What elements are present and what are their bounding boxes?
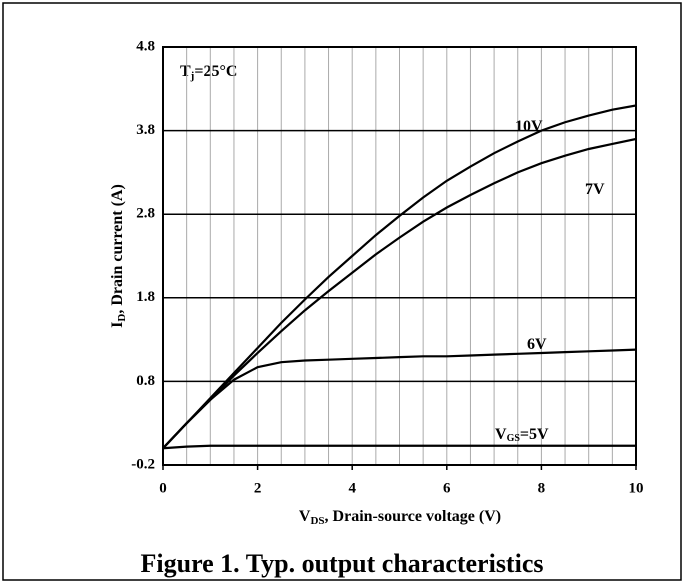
annotation-sub: j <box>190 70 195 82</box>
plot-border <box>162 46 637 466</box>
series-line <box>162 444 636 450</box>
x-tick-label: 8 <box>538 480 546 496</box>
chart-title: Figure 1. Typ. output characteristics <box>141 549 544 578</box>
series-name-sub: GS <box>507 433 521 444</box>
y-label-main: I <box>109 322 126 328</box>
x-tick-label: 6 <box>443 480 451 496</box>
x-tick-label: 2 <box>254 480 262 496</box>
series-name-suffix: =5V <box>520 426 549 443</box>
y-axis-label: ID, Drain current (A) <box>109 184 128 328</box>
series-name: 7V <box>585 181 605 198</box>
x-label-rest: , Drain-source voltage (V) <box>325 508 502 525</box>
series-name: 10V <box>515 118 543 135</box>
y-tick-label: 1.8 <box>136 289 155 305</box>
y-label-sub: D <box>116 314 128 322</box>
y-tick-label: -0.2 <box>131 456 155 472</box>
y-tick-label: 0.8 <box>136 373 155 389</box>
series-name: 6V <box>527 336 547 353</box>
series-label: 7V <box>585 181 605 198</box>
annotation-main: T <box>180 63 191 80</box>
y-tick-label: 4.8 <box>136 38 155 54</box>
series-line <box>162 348 637 450</box>
x-tick-label: 10 <box>629 480 644 496</box>
y-tick-label: 2.8 <box>136 206 155 222</box>
x-tick-label: 4 <box>348 480 356 496</box>
x-tick-label: 0 <box>159 480 167 496</box>
x-axis-label: VDS, Drain-source voltage (V) <box>299 508 501 527</box>
y-label-rest: , Drain current (A) <box>109 184 126 313</box>
annotation-rest: =25°C <box>194 63 237 80</box>
x-label-main: V <box>299 508 311 525</box>
y-tick-label: 3.8 <box>136 122 155 138</box>
series-label: 6V <box>527 336 547 353</box>
series-name: V <box>495 426 507 443</box>
series-line <box>162 104 637 450</box>
series-label: 10V <box>515 118 543 135</box>
annotation: Tj=25°C <box>180 63 237 82</box>
x-label-sub: DS <box>310 515 324 527</box>
series-label: VGS=5V <box>495 426 549 445</box>
series-line <box>162 137 637 450</box>
